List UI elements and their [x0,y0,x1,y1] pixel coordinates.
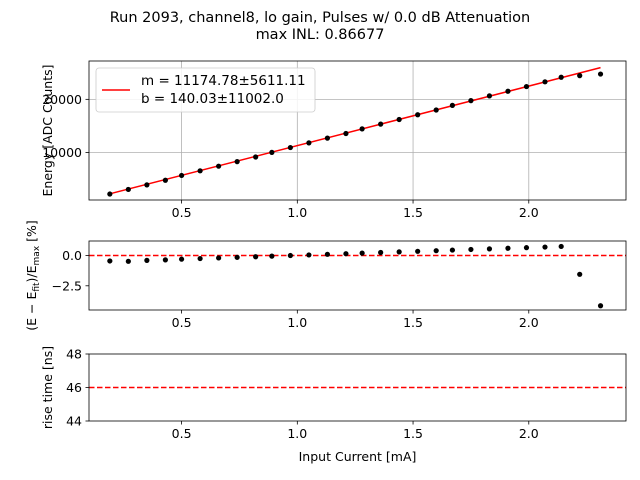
y-tick-label: 48 [66,347,82,362]
x-tick-label: 1.0 [287,315,307,330]
y-tick-label: 44 [66,414,82,429]
residual-panel: 0.5 1.0 1.5 2.0 0.0 −2.5 (E − Efit)/Emax [%] [24,220,627,331]
y-tick-label: 0.0 [62,248,82,263]
data-point [197,168,203,174]
x-tick-label: 2.0 [519,315,539,330]
y-axis-label: rise time [ns] [40,346,55,429]
data-point [396,249,402,255]
data-point [253,254,259,260]
data-point [505,245,511,251]
x-tick-label: 1.0 [287,426,307,441]
data-point [558,243,564,250]
data-point [144,182,150,188]
y-axis-label: (E − Efit)/Emax [%] [24,220,42,331]
data-point [449,102,456,108]
x-tick-label: 1.5 [403,205,423,220]
data-point [542,244,548,250]
axes-frame [88,240,627,311]
data-point [597,71,604,77]
data-point [234,159,240,165]
data-point [306,252,312,258]
data-point [287,252,293,259]
data-point [216,163,222,169]
y-axis-label-part: fit [32,282,42,292]
axes-frame [88,60,627,201]
data-point [433,248,439,254]
data-point [324,251,331,257]
y-tick-label: 46 [66,380,82,395]
figure-subtitle: max INL: 0.86677 [256,27,385,43]
data-point [234,254,240,260]
data-point [125,258,131,264]
figure-title: Run 2093, channel8, lo gain, Pulses w/ 0… [110,10,531,26]
data-point [253,154,259,160]
x-axis-label: Input Current [mA] [299,449,417,464]
data-point [415,112,421,118]
data-point [197,255,203,262]
data-point [468,98,474,104]
data-point [523,83,530,90]
data-point [433,107,439,113]
data-point [378,249,384,256]
legend: m = 11174.78±5611.11 b = 140.03±11002.0 [95,67,316,113]
data-point [343,130,349,137]
x-tick-label: 1.5 [403,315,423,330]
data-point [597,303,604,309]
y-tick-label: −2.5 [52,278,82,293]
data-point [523,245,530,251]
data-point [178,256,185,262]
data-point [558,74,564,80]
y-axis-label-part: (E − E [24,292,39,331]
data-point [359,250,365,256]
x-tick-label: 0.5 [172,315,192,330]
y-tick-label: 10000 [42,145,82,160]
data-point [468,246,474,253]
data-point [216,255,222,261]
data-point [359,126,365,132]
data-point [505,88,511,94]
legend-entry: b = 140.03±11002.0 [141,91,284,107]
legend-entry: m = 11174.78±5611.11 [141,73,306,89]
legend-box [95,67,316,113]
data-point [577,271,583,277]
data-point [269,253,275,259]
data-point [343,251,349,257]
data-point [396,116,402,123]
y-tick-label: 20000 [42,92,82,107]
data-point [162,257,168,263]
y-axis-label-part: max [32,245,42,265]
data-point [269,149,275,155]
data-point [107,258,113,264]
data-point [324,135,331,141]
data-point [306,140,312,146]
data-point [577,73,583,79]
data-point [125,186,131,193]
data-point [107,191,113,197]
y-axis-label: Energy [ADC Counts] [40,64,55,196]
data-point [178,172,185,179]
data-point [162,177,168,183]
data-point [378,121,384,127]
x-tick-label: 1.0 [287,205,307,220]
x-tick-label: 0.5 [172,426,192,441]
data-point [287,144,293,151]
fit-line [109,66,601,195]
x-tick-label: 2.0 [519,205,539,220]
data-point [144,257,150,263]
x-tick-label: 2.0 [519,426,539,441]
data-point [542,79,548,85]
y-axis-label-part: [%] [24,220,39,246]
data-point [486,246,493,252]
rise-time-panel: 0.5 1.0 1.5 2.0 44 46 48 rise time [ns] Input Cu… [40,346,627,464]
y-axis-label-part: )/E [24,265,39,282]
x-tick-label: 1.5 [403,426,423,441]
data-point [415,248,421,254]
x-tick-label: 0.5 [172,205,192,220]
data-point [486,93,493,99]
data-point [449,247,456,253]
